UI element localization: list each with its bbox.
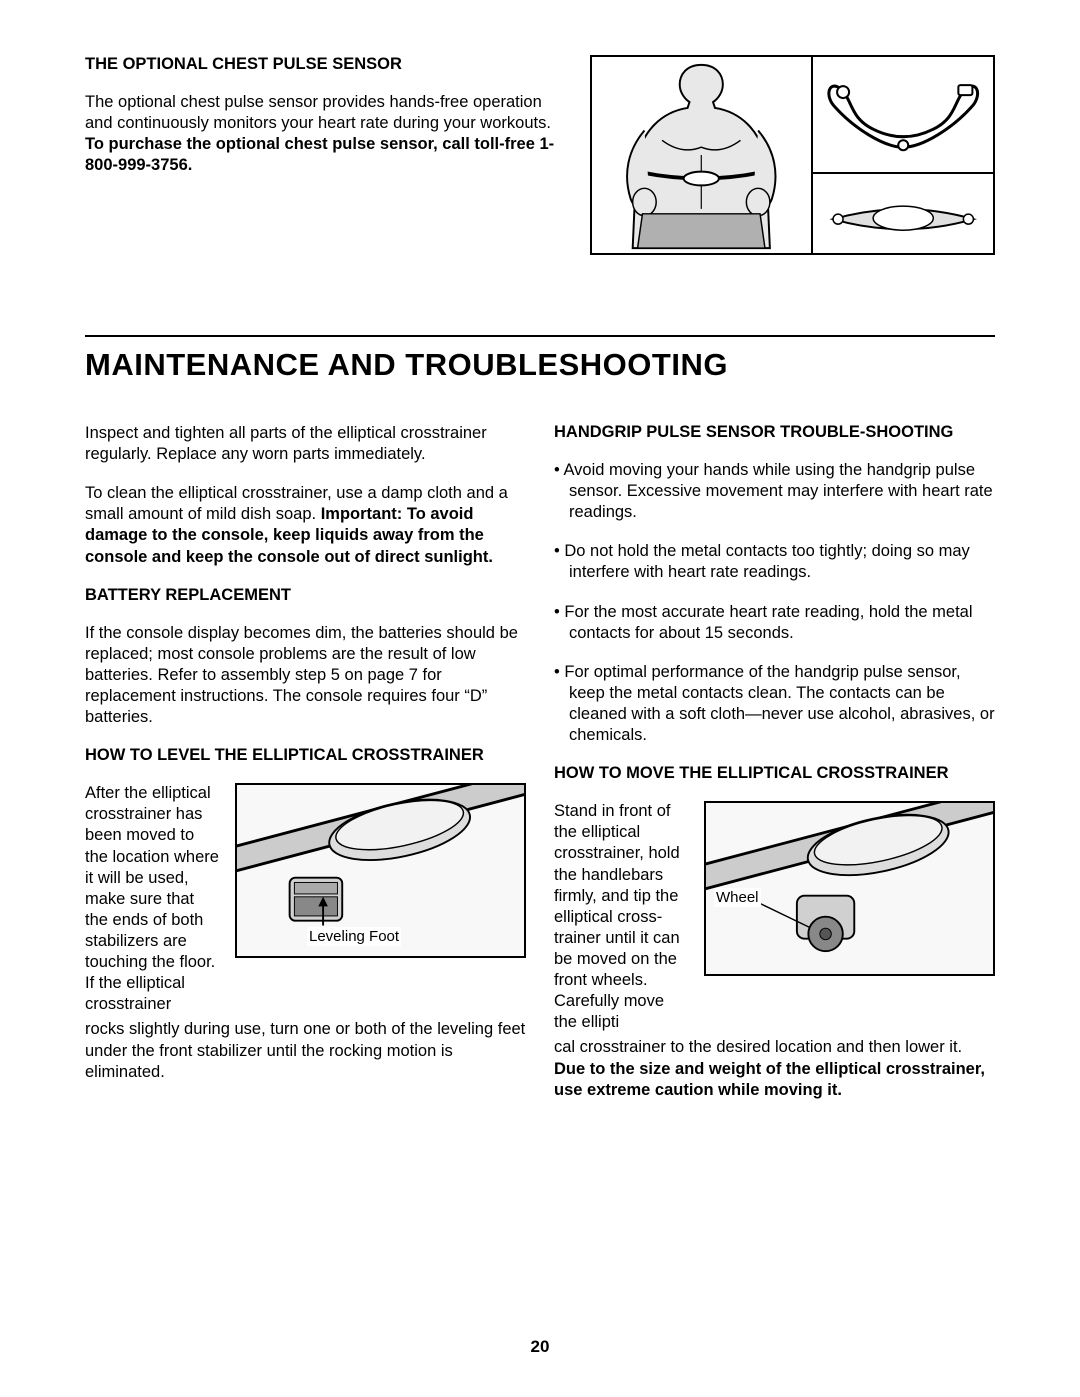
handgrip-bullets: Avoid moving your hands while using the … <box>554 460 995 746</box>
clean-paragraph: To clean the elliptical crosstrainer, us… <box>85 483 526 567</box>
bullet-3: For the most accurate heart rate reading… <box>554 602 995 644</box>
move-content: Stand in front of the elliptical crosstr… <box>554 801 995 1033</box>
left-column: Inspect and tighten all parts of the ell… <box>85 423 526 1119</box>
main-heading: MAINTENANCE AND TROUBLESHOOTING <box>85 335 995 383</box>
move-side-text: Stand in front of the elliptical crosstr… <box>554 801 689 1033</box>
move-heading: HOW TO MOVE THE ELLIPTICAL CROSSTRAINER <box>554 764 995 783</box>
move-rest-b: Due to the size and weight of the ellipt… <box>554 1060 985 1099</box>
bullet-1: Avoid moving your hands while using the … <box>554 460 995 523</box>
chest-sensor-text: THE OPTIONAL CHEST PULSE SENSOR The opti… <box>85 55 570 255</box>
inspect-paragraph: Inspect and tighten all parts of the ell… <box>85 423 526 465</box>
chest-sensor-heading: THE OPTIONAL CHEST PULSE SENSOR <box>85 55 570 74</box>
wheel-label: Wheel <box>714 888 761 907</box>
chest-sensor-p1a: The optional chest pulse sensor provides… <box>85 93 551 132</box>
leveling-foot-label: Leveling Foot <box>307 927 401 946</box>
handgrip-heading: HANDGRIP PULSE SENSOR TROUBLE-SHOOTING <box>554 423 995 442</box>
chest-sensor-section: THE OPTIONAL CHEST PULSE SENSOR The opti… <box>85 55 995 255</box>
battery-heading: BATTERY REPLACEMENT <box>85 586 526 605</box>
wheel-figure: Wheel <box>704 801 995 976</box>
page-number: 20 <box>0 1337 1080 1357</box>
right-column: HANDGRIP PULSE SENSOR TROUBLE-SHOOTING A… <box>554 423 995 1119</box>
level-content: After the elliptical crosstrainer has be… <box>85 783 526 1015</box>
move-rest-a: cal crosstrainer to the desired location… <box>554 1038 962 1056</box>
bullet-4: For optimal performance of the handgrip … <box>554 662 995 746</box>
content-columns: Inspect and tighten all parts of the ell… <box>85 423 995 1119</box>
strap-illustration <box>813 57 993 174</box>
level-rest-text: rocks slightly during use, turn one or b… <box>85 1019 526 1082</box>
sensor-unit-illustration <box>813 174 993 256</box>
battery-paragraph: If the console display becomes dim, the … <box>85 623 526 729</box>
chest-sensor-figure <box>590 55 995 255</box>
chest-sensor-p1b: To purchase the optional chest pulse sen… <box>85 135 554 174</box>
leveling-foot-figure: Leveling Foot <box>235 783 526 958</box>
torso-illustration <box>592 57 813 253</box>
chest-sensor-paragraph: The optional chest pulse sensor provides… <box>85 92 570 176</box>
level-side-text: After the elliptical crosstrainer has be… <box>85 783 220 1015</box>
level-heading: HOW TO LEVEL THE ELLIPTICAL CROSSTRAINER <box>85 746 526 765</box>
bullet-2: Do not hold the metal contacts too tight… <box>554 541 995 583</box>
move-rest-text: cal crosstrainer to the desired location… <box>554 1037 995 1100</box>
